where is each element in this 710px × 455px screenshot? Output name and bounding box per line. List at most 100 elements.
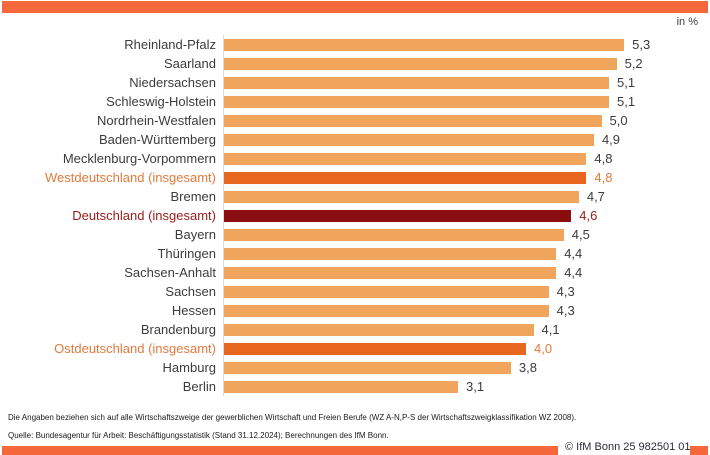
bar [224,304,549,317]
category-label: Niedersachsen [129,75,216,90]
chart-row: Schleswig-Holstein 5,1 [0,92,710,111]
value-label: 5,1 [617,75,636,90]
bar [224,285,549,298]
category-label: Mecklenburg-Vorpommern [62,151,216,166]
value-label: 4,6 [579,208,598,223]
category-label: Sachsen [165,284,216,299]
bar-track: 4,3 [223,282,710,301]
value-label: 4,3 [556,284,575,299]
value-label: 4,4 [564,246,583,261]
category-label: Rheinland-Pfalz [124,37,216,52]
chart-row: Westdeutschland (insgesamt) 4,8 [0,168,710,187]
bar [224,171,587,184]
chart-row: Niedersachsen 5,1 [0,73,710,92]
unit-label: in % [676,16,698,28]
value-label: 5,3 [632,37,651,52]
chart-row: Hamburg 3,8 [0,358,710,377]
bar-track: 3,1 [223,377,710,396]
category-label: Ostdeutschland (insgesamt) [54,341,216,356]
category-label: Schleswig-Holstein [106,94,216,109]
bar [224,76,610,89]
bar-track: 4,1 [223,320,710,339]
category-label: Saarland [163,56,216,71]
bar [224,228,564,241]
bar-chart: Rheinland-Pfalz 5,3 Saarland 5,2 Niedersachs… [0,35,710,396]
chart-row: Sachsen 4,3 [0,282,710,301]
bar-track: 4,6 [223,206,710,225]
category-label: Bremen [170,189,216,204]
bar [224,247,557,260]
category-label: Nordrhein-Westfalen [97,113,216,128]
bar-track: 4,8 [223,168,710,187]
value-label: 4,1 [541,322,560,337]
value-label: 4,4 [564,265,583,280]
chart-row: Mecklenburg-Vorpommern 4,8 [0,149,710,168]
value-label: 5,1 [617,94,636,109]
chart-row: Brandenburg 4,1 [0,320,710,339]
value-label: 4,3 [556,303,575,318]
chart-row: Baden-Württemberg 4,9 [0,130,710,149]
value-label: 3,1 [466,379,485,394]
bar-track: 4,3 [223,301,710,320]
bar [224,38,625,51]
bar-track: 4,5 [223,225,710,244]
bar [224,209,572,222]
bar [224,190,579,203]
bar-track: 4,8 [223,149,710,168]
chart-row: Sachsen-Anhalt 4,4 [0,263,710,282]
bar [224,133,594,146]
copyright-text: © IfM Bonn 25 982501 01 [565,441,691,453]
bar [224,323,534,336]
bar-track: 5,2 [223,54,710,73]
category-label: Brandenburg [140,322,216,337]
value-label: 5,0 [609,113,628,128]
bar-track: 4,7 [223,187,710,206]
category-label: Westdeutschland (insgesamt) [44,170,216,185]
value-label: 4,0 [534,341,553,356]
category-label: Berlin [182,379,216,394]
bar [224,57,617,70]
category-label: Hessen [171,303,216,318]
bar-track: 5,1 [223,92,710,111]
chart-row: Bremen 4,7 [0,187,710,206]
chart-row: Rheinland-Pfalz 5,3 [0,35,710,54]
bottom-accent-strip-left [2,446,558,455]
bar-track: 4,4 [223,263,710,282]
value-label: 4,8 [594,170,613,185]
category-label: Deutschland (insgesamt) [72,208,216,223]
value-label: 4,8 [594,151,613,166]
chart-row: Nordrhein-Westfalen 5,0 [0,111,710,130]
chart-row: Ostdeutschland (insgesamt) 4,0 [0,339,710,358]
bar-track: 4,4 [223,244,710,263]
category-label: Hamburg [162,360,216,375]
bar-track: 5,0 [223,111,710,130]
category-label: Bayern [174,227,216,242]
bar-track: 4,9 [223,130,710,149]
chart-row: Deutschland (insgesamt) 4,6 [0,206,710,225]
value-label: 5,2 [624,56,643,71]
footnote-text: Die Angaben beziehen sich auf alle Wirts… [8,413,577,422]
chart-row: Saarland 5,2 [0,54,710,73]
chart-row: Bayern 4,5 [0,225,710,244]
value-label: 4,9 [601,132,621,147]
bottom-accent-strip-right [690,446,708,455]
bar [224,380,459,393]
bar-track: 5,3 [223,35,710,54]
chart-row: Berlin 3,1 [0,377,710,396]
chart-row: Thüringen 4,4 [0,244,710,263]
top-accent-strip [2,1,708,13]
category-label: Baden-Württemberg [98,132,216,147]
bar-track: 5,1 [223,73,710,92]
source-text: Quelle: Bundesagentur für Arbeit: Beschä… [8,431,389,440]
bar-track: 4,0 [223,339,710,358]
value-label: 3,8 [518,360,537,375]
bar [224,152,587,165]
category-label: Thüringen [157,246,216,261]
bar [224,266,557,279]
bar-track: 3,8 [223,358,710,377]
chart-row: Hessen 4,3 [0,301,710,320]
category-label: Sachsen-Anhalt [124,265,216,280]
bar [224,361,511,374]
bar [224,342,526,355]
